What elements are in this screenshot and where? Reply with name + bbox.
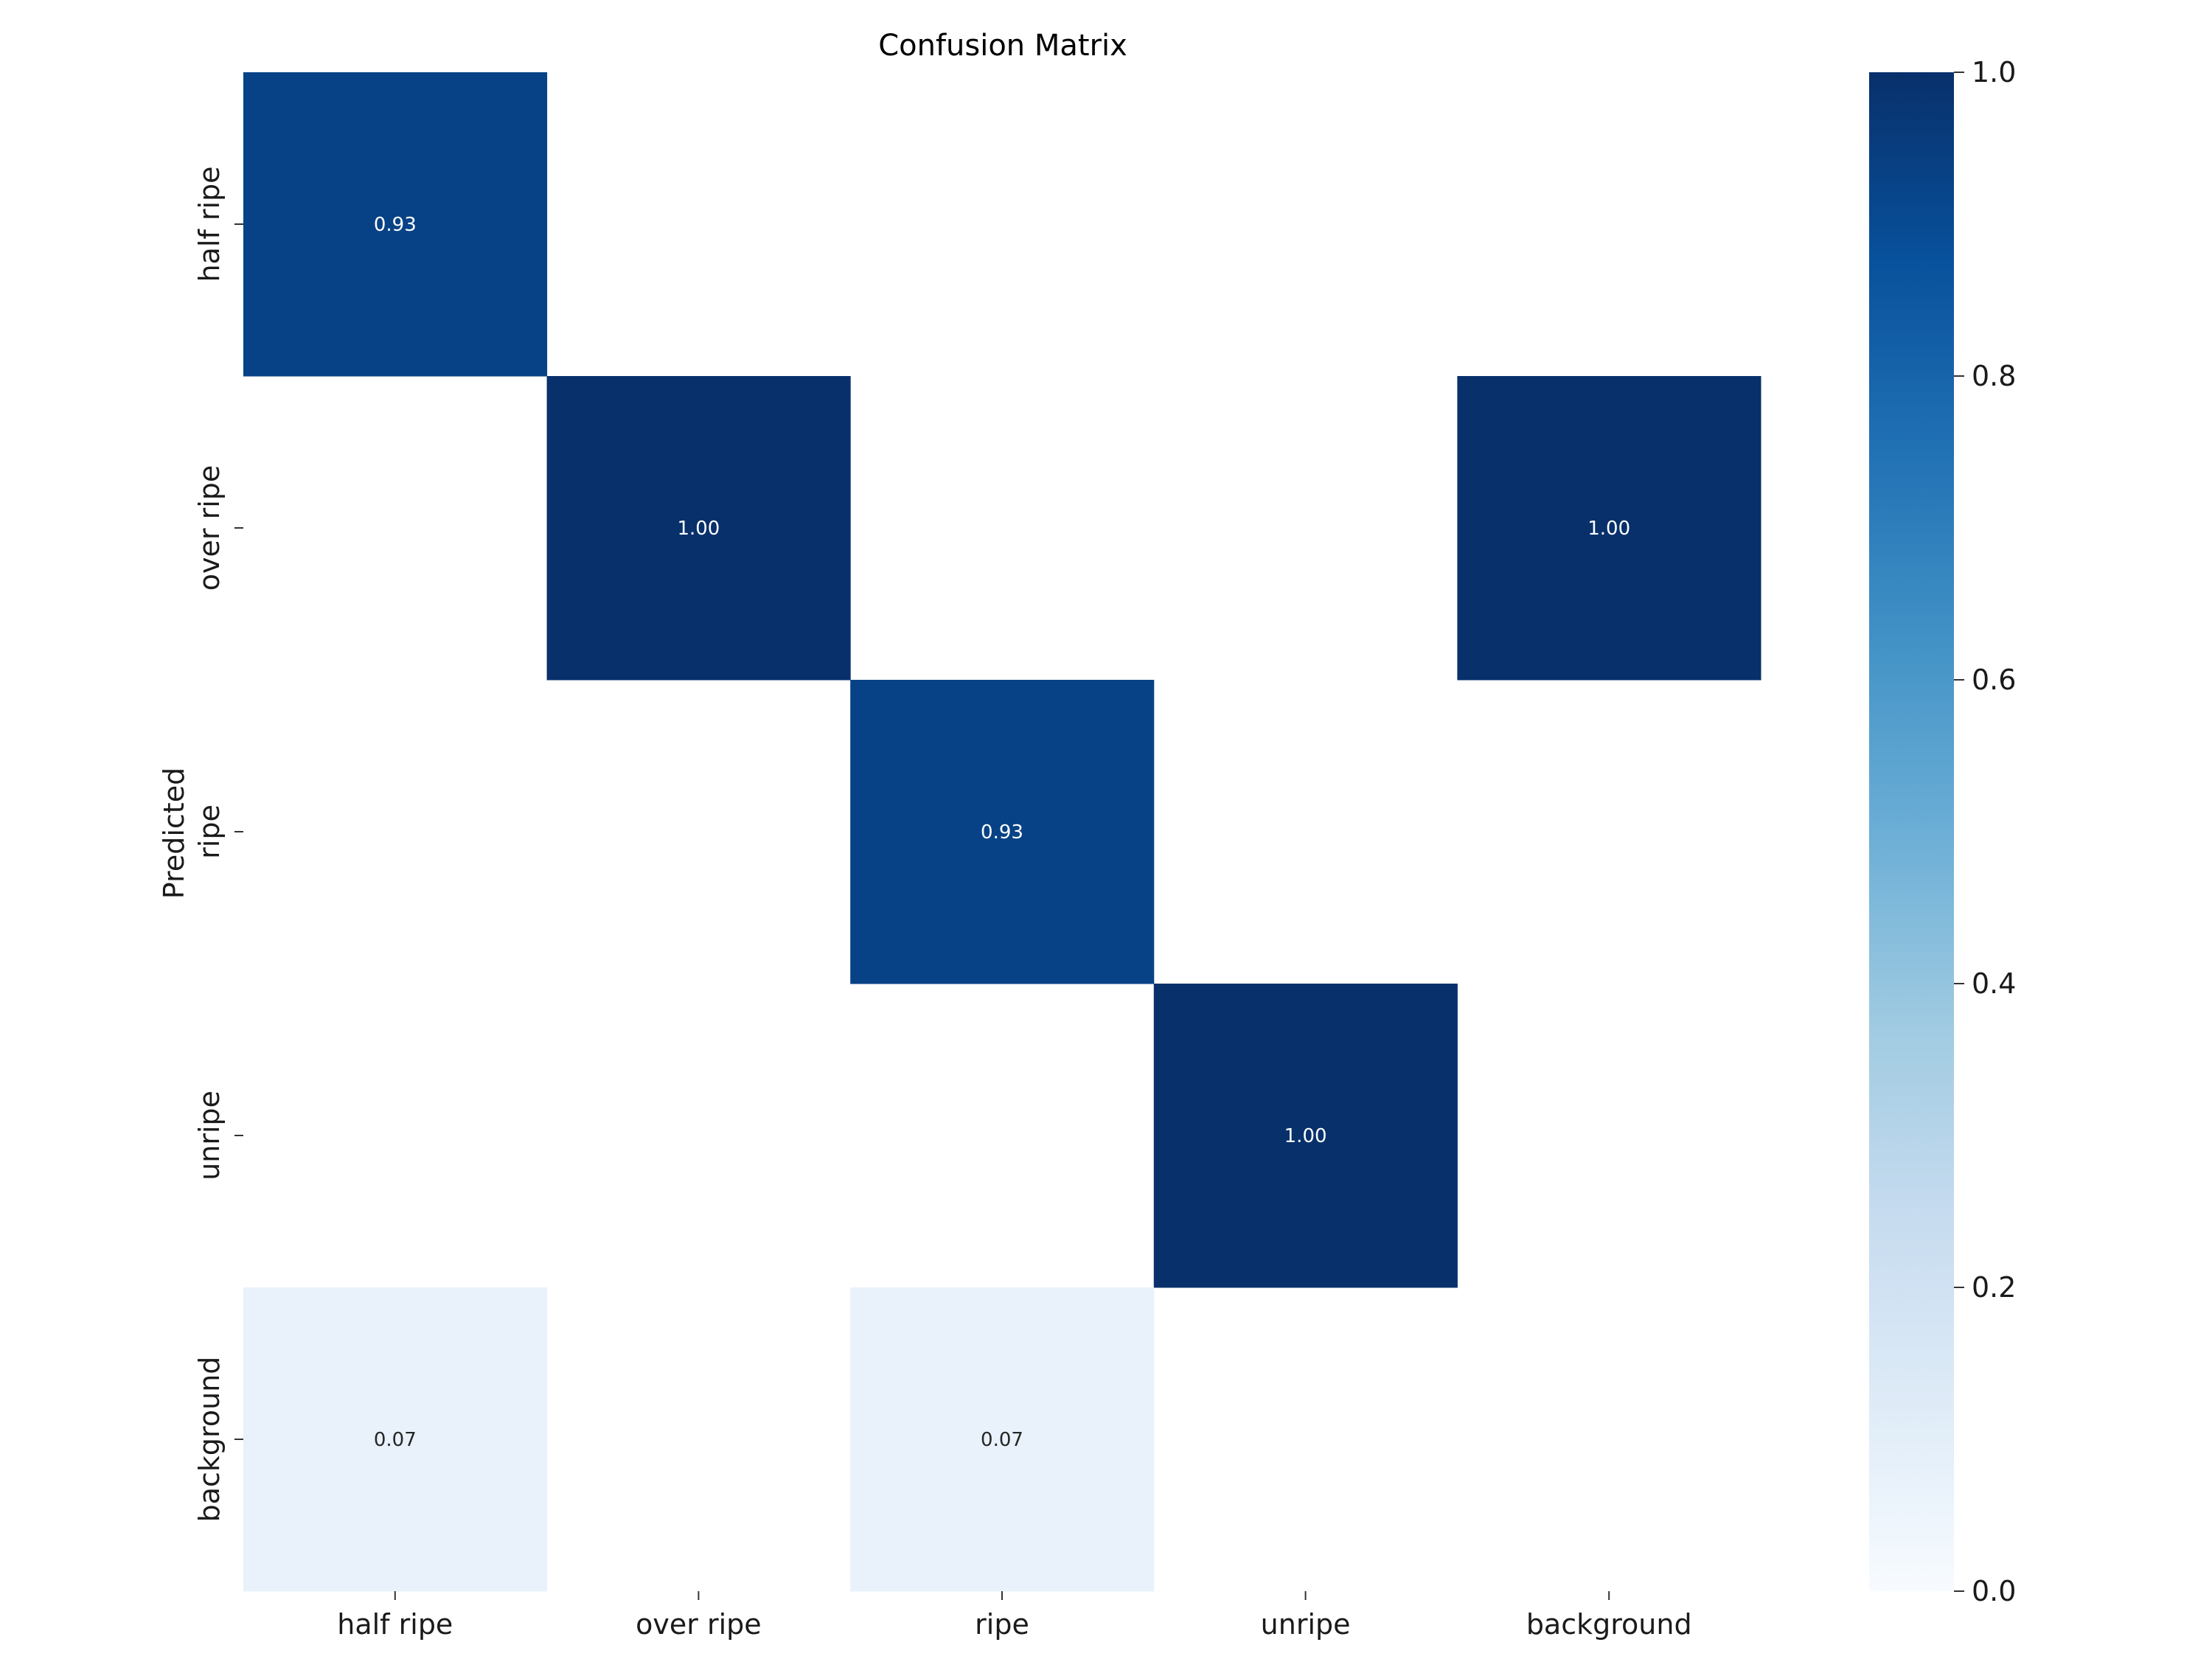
cell-value-label: 0.07	[374, 1429, 417, 1451]
colorbar-tick-label: 0.6	[1972, 664, 2016, 696]
colorbar-ticks: 0.0 0.2 0.4 0.6 0.8 1.0	[1954, 56, 2016, 1607]
cell-value-label: 0.93	[981, 821, 1023, 844]
heatmap-cell	[243, 72, 548, 377]
x-tick-label: over ripe	[636, 1608, 762, 1641]
y-tick-label: unripe	[193, 1091, 226, 1180]
x-tick-label: half ripe	[337, 1608, 453, 1641]
colorbar-tick-label: 0.8	[1972, 360, 2016, 392]
x-tick-label: ripe	[975, 1608, 1029, 1641]
heatmap-cell-labels: 0.93 1.00 1.00 0.93 1.00 0.07 0.07	[374, 214, 1630, 1451]
heatmap-cell	[546, 376, 851, 681]
cell-value-label: 1.00	[1284, 1125, 1327, 1147]
x-axis-ticks: half ripe over ripe ripe unripe background	[337, 1591, 1692, 1641]
y-tick-label: ripe	[193, 804, 226, 859]
colorbar-tick-label: 0.2	[1972, 1271, 2016, 1304]
y-tick-label: background	[193, 1357, 226, 1523]
heatmap-cell	[243, 1287, 548, 1592]
heatmap-cell	[850, 680, 1155, 984]
chart-title: Confusion Matrix	[878, 29, 1127, 63]
heatmap-cell	[850, 1287, 1155, 1592]
cell-value-label: 0.07	[981, 1429, 1023, 1451]
colorbar-tick-label: 0.4	[1972, 967, 2016, 1000]
cell-value-label: 0.93	[374, 214, 417, 236]
y-axis-label: Predicted	[158, 768, 190, 899]
cell-value-label: 1.00	[677, 518, 720, 540]
x-tick-label: background	[1526, 1608, 1692, 1641]
colorbar	[1869, 72, 1954, 1591]
heatmap-cell	[1457, 376, 1761, 681]
y-tick-label: half ripe	[193, 166, 226, 282]
y-axis-ticks: half ripe over ripe ripe unripe background	[193, 166, 243, 1522]
x-tick-label: unripe	[1261, 1608, 1351, 1641]
heatmap-cell	[1153, 984, 1458, 1288]
colorbar-tick-label: 0.0	[1972, 1575, 2016, 1607]
colorbar-tick-label: 1.0	[1972, 56, 2016, 88]
y-tick-label: over ripe	[193, 465, 226, 591]
cell-value-label: 1.00	[1587, 518, 1630, 540]
heatmap-cells	[243, 72, 1761, 1592]
